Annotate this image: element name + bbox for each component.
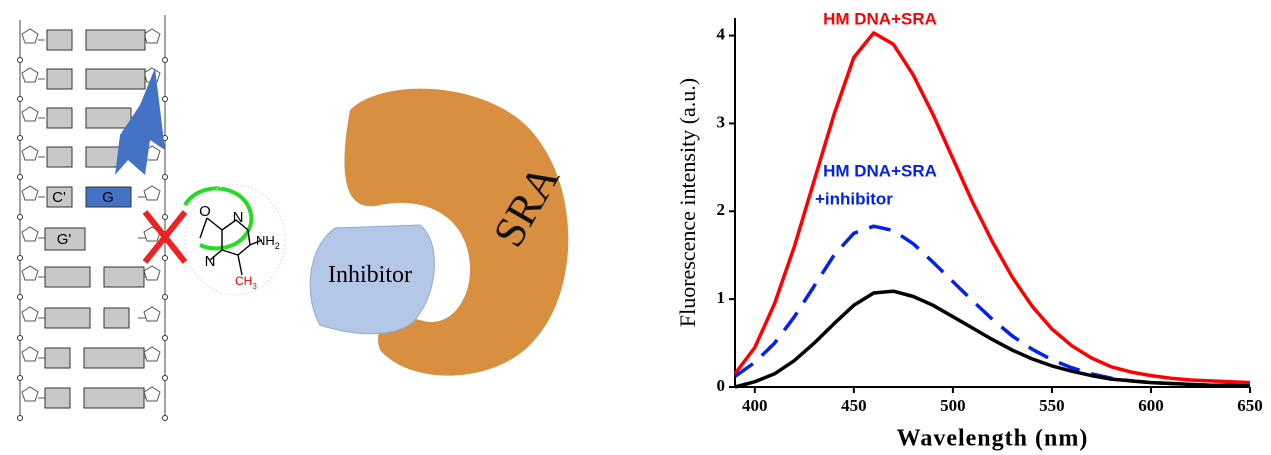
base-box: [45, 388, 70, 408]
x-tick-label: 550: [1039, 396, 1065, 415]
sugar: [22, 29, 45, 43]
phosphate: [18, 58, 23, 63]
phosphate: [163, 256, 168, 261]
phosphate: [163, 376, 168, 381]
phosphate: [18, 295, 23, 300]
base-label: C': [52, 189, 66, 206]
sugar: [22, 307, 45, 321]
phosphate: [18, 215, 23, 220]
annotation: +inhibitor: [815, 189, 893, 208]
phosphate: [18, 97, 23, 102]
x-tick-label: 500: [940, 396, 966, 415]
base-label: G': [57, 231, 72, 248]
base-box: [47, 108, 72, 128]
phosphate: [18, 136, 23, 141]
base-box: [86, 30, 145, 50]
sugar: [22, 227, 45, 241]
sugar: [22, 186, 45, 200]
sugar: [138, 307, 160, 321]
phosphate: [18, 416, 23, 421]
sugar: [138, 186, 160, 200]
base-box: [47, 69, 72, 89]
y-tick-label: 1: [717, 288, 726, 307]
sugar: [22, 387, 45, 401]
phosphate: [18, 256, 23, 261]
base-box: [84, 388, 144, 408]
sugar: [22, 347, 45, 361]
atom: O: [199, 203, 211, 220]
sugar: [22, 68, 45, 82]
base-box: [86, 69, 145, 89]
phosphate: [163, 336, 168, 341]
base-box: [84, 348, 144, 368]
base-box: [47, 30, 72, 50]
phosphate: [163, 215, 168, 220]
atom: N: [205, 253, 216, 270]
base-box: [104, 308, 129, 328]
y-axis-label: Fluorescence intensity (a.u.): [675, 78, 700, 327]
sugar: [22, 266, 45, 280]
axis: [735, 18, 1250, 387]
figure: C' G G' O N N NH2 CH3 SRA Inhibitor 0123…: [0, 0, 1271, 455]
base-box: [47, 147, 72, 167]
phosphate: [163, 97, 168, 102]
base-box: [86, 108, 131, 128]
y-tick-label: 0: [717, 376, 726, 395]
chart: 0 1 2 3 4 400 450 500 550 600 650 Wavelength (nm) Fl…: [675, 9, 1263, 451]
annotation: HM DNA+SRA: [823, 161, 937, 180]
amine: NH2: [256, 233, 280, 251]
phosphate: [163, 58, 168, 63]
phosphate: [18, 336, 23, 341]
base-box: [45, 267, 90, 287]
x-tick-label: 650: [1237, 396, 1263, 415]
y-tick-label: 4: [717, 24, 726, 43]
phosphate: [18, 376, 23, 381]
atom: N: [233, 209, 244, 226]
base-label: G: [102, 189, 114, 206]
sugar: [22, 146, 45, 160]
phosphate: [163, 295, 168, 300]
base-box: [45, 308, 90, 328]
x-axis-label: Wavelength (nm): [897, 426, 1089, 452]
x-tick-label: 450: [841, 396, 867, 415]
methyl: CH3: [235, 274, 257, 291]
y-tick-label: 3: [717, 112, 726, 131]
inhibitor-label: Inhibitor: [328, 262, 412, 288]
phosphate: [163, 175, 168, 180]
x-tick-label: 600: [1138, 396, 1164, 415]
dna-ladder: [18, 15, 168, 421]
annotation: HM DNA+SRA: [823, 9, 937, 28]
y-tick-label: 2: [717, 200, 726, 219]
base-box: [45, 348, 70, 368]
base-box: [86, 147, 121, 167]
series-line: [735, 33, 1250, 383]
sugar: [22, 107, 45, 121]
x-tick-label: 400: [742, 396, 768, 415]
phosphate: [163, 416, 168, 421]
series-line: [735, 226, 1250, 386]
base-box: [104, 267, 144, 287]
series-line: [735, 291, 1250, 387]
phosphate: [18, 175, 23, 180]
